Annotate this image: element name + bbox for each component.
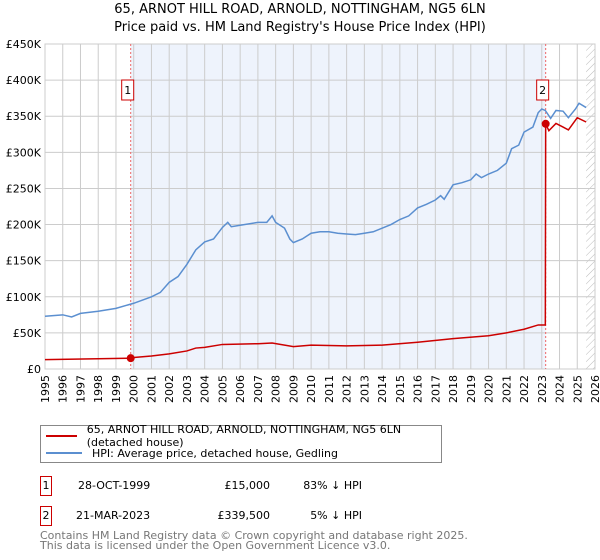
x-tick-label: 2006 [234, 375, 247, 403]
annotation-label: 2 [539, 84, 546, 97]
y-tick-label: £250K [6, 182, 42, 195]
x-tick-label: 1995 [39, 375, 52, 403]
y-tick-label: £450K [6, 38, 42, 51]
x-tick-label: 2020 [483, 375, 496, 403]
x-tick-label: 2017 [429, 375, 442, 403]
annotation-label: 1 [124, 84, 131, 97]
y-tick-label: £50K [13, 327, 42, 340]
transaction-badge: 2 [40, 506, 52, 526]
x-tick-label: 2002 [163, 375, 176, 403]
legend-item-price: 65, ARNOT HILL ROAD, ARNOLD, NOTTINGHAM,… [46, 423, 441, 449]
transaction-badge: 1 [40, 476, 52, 496]
sale-point [126, 354, 135, 363]
x-tick-label: 1996 [57, 375, 70, 403]
chart-subtitle: Price paid vs. HM Land Registry's House … [114, 20, 486, 35]
x-tick-label: 2025 [571, 375, 584, 403]
x-tick-label: 2021 [500, 375, 513, 403]
transaction-row: 2 21-MAR-2023 £339,500 5% ↓ HPI [40, 506, 600, 526]
footer: Contains HM Land Registry data © Crown c… [40, 529, 468, 552]
x-tick-label: 2003 [181, 375, 194, 403]
y-tick-label: £150K [6, 255, 42, 268]
shaded-region [130, 44, 546, 369]
x-tick-label: 2018 [447, 375, 460, 403]
footer-line: Contains HM Land Registry data © Crown c… [40, 529, 468, 542]
legend-swatch [46, 435, 77, 437]
forecast-hatch [586, 44, 595, 369]
x-tick-label: 2010 [305, 375, 318, 403]
transaction-row: 1 28-OCT-1999 £15,000 83% ↓ HPI [40, 476, 600, 496]
x-tick-label: 2007 [252, 375, 265, 403]
legend-swatch [46, 452, 82, 454]
y-tick-label: £0 [27, 363, 41, 376]
x-tick-label: 1998 [92, 375, 105, 403]
plot-area: 1995 1996 1997 1998 1999 2000 2001 2002 2003 2004… [6, 38, 600, 403]
x-tick-label: 2019 [465, 375, 478, 403]
annotation-box [536, 79, 550, 101]
y-tick-label: £300K [6, 146, 42, 159]
plot-border [44, 43, 596, 370]
chart-title: 65, ARNOT HILL ROAD, ARNOLD, NOTTINGHAM,… [114, 2, 486, 17]
y-tick-label: £400K [6, 74, 42, 87]
price-paid-line [44, 116, 587, 361]
y-tick-label: £100K [6, 291, 42, 304]
x-tick-label: 2004 [199, 375, 212, 403]
x-tick-label: 2012 [341, 375, 354, 403]
x-tick-label: 2005 [216, 375, 229, 403]
x-tick-label: 1997 [74, 375, 87, 403]
legend-label: HPI: Average price, detached house, Gedl… [92, 446, 338, 460]
transaction-price: £339,500 [217, 509, 271, 522]
legend-label: 65, ARNOT HILL ROAD, ARNOLD, NOTTINGHAM,… [86, 423, 402, 449]
x-tick-label: 2013 [358, 375, 371, 403]
x-tick-label: 2022 [518, 375, 531, 403]
x-tick-label: 2009 [287, 375, 300, 403]
legend-item-hpi: HPI: Average price, detached house, Gedl… [46, 445, 338, 461]
transaction-hpi: 5% ↓ HPI [310, 509, 362, 522]
x-tick-label: 2014 [376, 375, 389, 403]
hpi-line [44, 102, 587, 318]
x-tick-label: 2016 [412, 375, 425, 403]
transaction-hpi: 83% ↓ HPI [303, 479, 362, 492]
x-tick-label: 2001 [145, 375, 158, 403]
transaction-date: 21-MAR-2023 [76, 509, 151, 522]
x-tick-label: 1999 [110, 375, 123, 403]
transaction-date: 28-OCT-1999 [78, 479, 151, 492]
x-tick-label: 2000 [128, 375, 141, 403]
x-tick-label: 2008 [270, 375, 283, 403]
x-tick-label: 2026 [589, 375, 600, 403]
sale-point [541, 119, 550, 128]
x-tick-label: 2015 [394, 375, 407, 403]
y-tick-label: £200K [6, 219, 42, 232]
footer-line: This data is licensed under the Open Gov… [40, 539, 391, 552]
x-tick-label: 2011 [323, 375, 336, 403]
annotation-box [121, 79, 135, 101]
x-tick-label: 2023 [536, 375, 549, 403]
y-tick-label: £350K [6, 110, 42, 123]
transaction-price: £15,000 [224, 479, 271, 492]
x-tick-label: 2024 [554, 375, 567, 403]
legend: 65, ARNOT HILL ROAD, ARNOLD, NOTTINGHAM,… [40, 423, 442, 463]
